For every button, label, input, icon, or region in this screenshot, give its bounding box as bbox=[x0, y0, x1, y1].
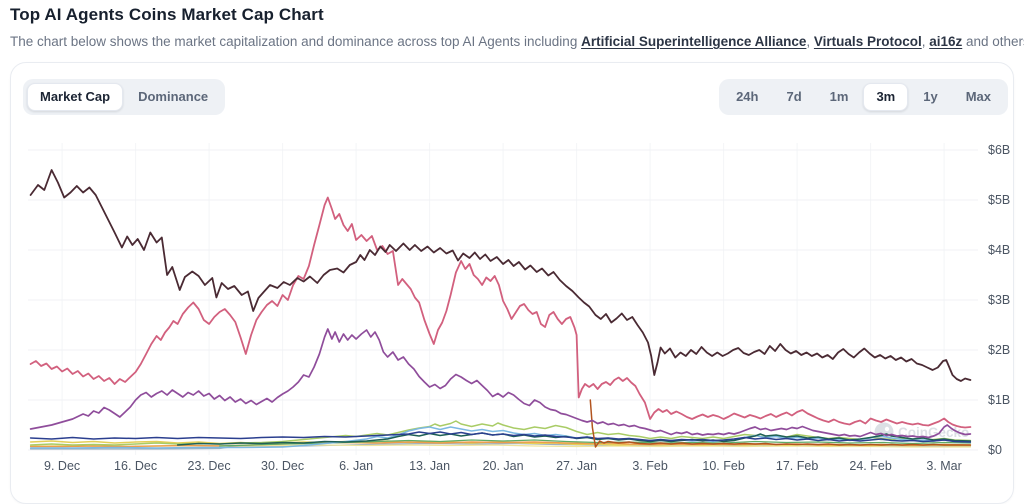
range-1m[interactable]: 1m bbox=[817, 83, 862, 111]
separator: , bbox=[806, 34, 814, 49]
link-ai16z[interactable]: ai16z bbox=[929, 34, 963, 49]
link-virtuals-protocol[interactable]: Virtuals Protocol bbox=[813, 34, 922, 49]
range-7d[interactable]: 7d bbox=[773, 83, 814, 111]
range-3m[interactable]: 3m bbox=[863, 83, 909, 111]
chart-card: Market Cap Dominance 24h 7d 1m 3m 1y Max bbox=[10, 62, 1014, 504]
page-description: The chart below shows the market capital… bbox=[10, 33, 1024, 51]
page-header: Top AI Agents Coins Market Cap Chart The… bbox=[10, 5, 1024, 51]
time-range-group: 24h 7d 1m 3m 1y Max bbox=[719, 79, 1008, 115]
chart-plot-area[interactable] bbox=[23, 131, 968, 498]
separator: , bbox=[921, 34, 930, 49]
link-artificial-superintelligence-alliance[interactable]: Artificial Superintelligence Alliance bbox=[581, 34, 807, 49]
page-root: Top AI Agents Coins Market Cap Chart The… bbox=[10, 5, 1024, 504]
tab-dominance[interactable]: Dominance bbox=[125, 83, 221, 111]
range-1y[interactable]: 1y bbox=[910, 83, 950, 111]
range-24h[interactable]: 24h bbox=[723, 83, 771, 111]
range-max[interactable]: Max bbox=[953, 83, 1004, 111]
metric-toggle-group: Market Cap Dominance bbox=[23, 79, 226, 115]
description-outro: and others over a period of time. bbox=[966, 34, 1024, 49]
tab-market-cap[interactable]: Market Cap bbox=[27, 83, 124, 111]
description-intro: The chart below shows the market capital… bbox=[10, 34, 582, 49]
page-title: Top AI Agents Coins Market Cap Chart bbox=[10, 5, 324, 24]
chart-controls: Market Cap Dominance 24h 7d 1m 3m 1y Max bbox=[23, 79, 1008, 115]
